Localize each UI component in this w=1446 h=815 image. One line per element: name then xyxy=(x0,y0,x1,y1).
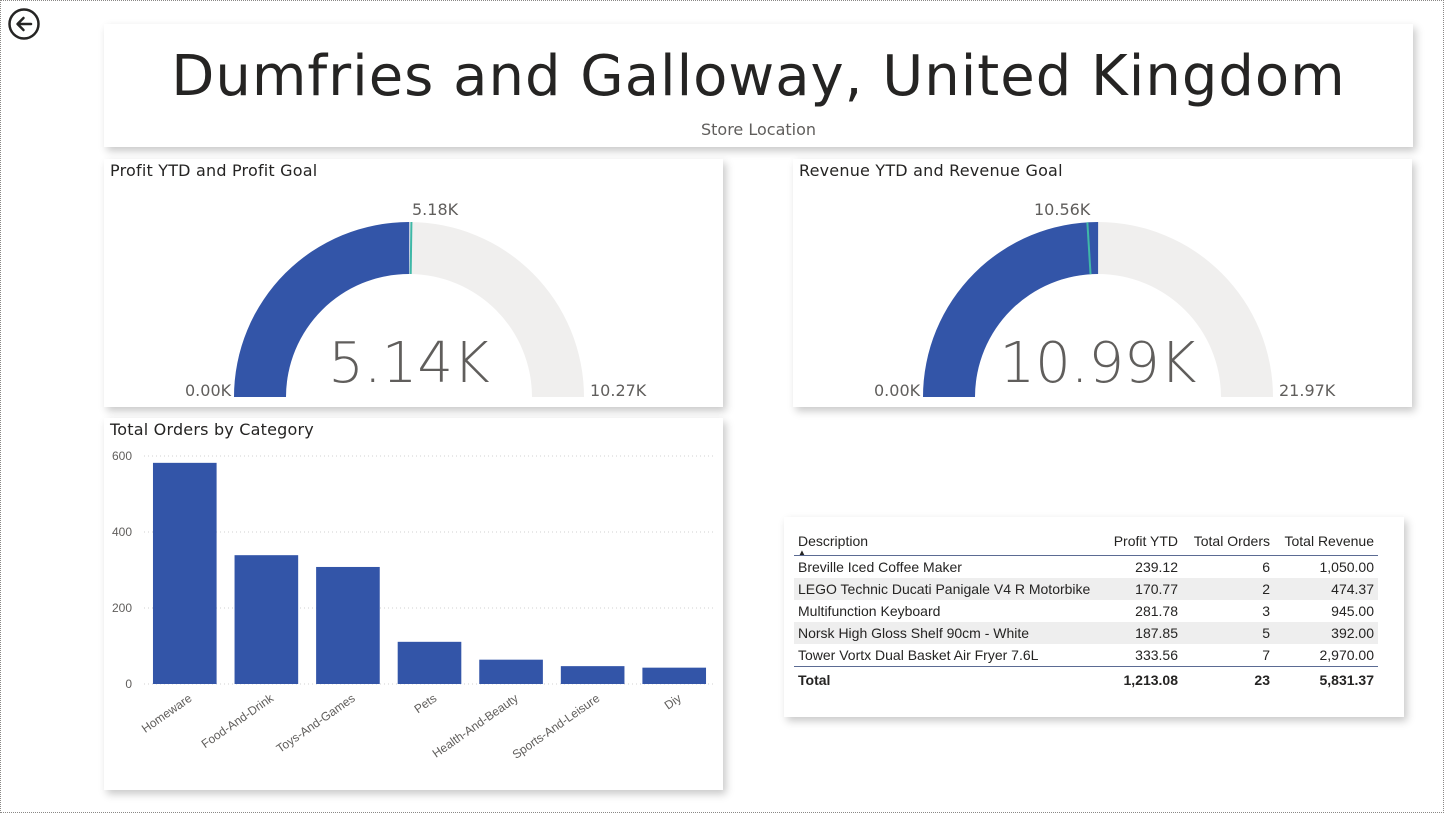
revenue-gauge-target xyxy=(1086,222,1092,275)
profit-min-label: 0.00K xyxy=(185,381,232,400)
revenue-gauge xyxy=(923,221,1273,397)
profit-gauge-target xyxy=(409,222,413,275)
column-header-total-revenue[interactable]: Total Revenue xyxy=(1284,533,1374,549)
column-header-description[interactable]: Description ▲ xyxy=(798,533,869,557)
table-header-row: Description ▲ Profit YTD Total Orders Tot… xyxy=(794,523,1378,557)
table-row[interactable]: Tower Vortx Dual Basket Air Fryer 7.6L 3… xyxy=(794,644,1378,667)
x-tick-label: Homeware xyxy=(139,691,195,736)
profit-gauge-title: Profit YTD and Profit Goal xyxy=(110,161,318,180)
profit-max-label: 10.27K xyxy=(590,381,647,400)
x-tick-label: Food-And-Drink xyxy=(199,690,277,751)
cell-profit-ytd: 333.56 xyxy=(1135,647,1178,663)
x-tick-label: Diy xyxy=(662,691,684,712)
product-table: Description ▲ Profit YTD Total Orders Tot… xyxy=(794,523,1378,691)
profit-target-label: 5.18K xyxy=(412,200,459,219)
x-tick-label: Toys-And-Games xyxy=(274,691,358,756)
cell-total-orders: 6 xyxy=(1262,559,1270,575)
revenue-target-label: 10.56K xyxy=(1034,200,1091,219)
x-tick-label: Health-And-Beauty xyxy=(430,691,521,761)
orders-by-category-card[interactable]: Total Orders by Category 0 200 400 600 Homew… xyxy=(104,418,723,790)
revenue-gauge-title: Revenue YTD and Revenue Goal xyxy=(799,161,1063,180)
product-table-card[interactable]: Description ▲ Profit YTD Total Orders Tot… xyxy=(784,517,1404,717)
y-tick-label: 0 xyxy=(125,677,132,691)
cell-profit-ytd: 187.85 xyxy=(1108,622,1182,644)
bar-sports-and-leisure[interactable] xyxy=(560,666,625,684)
profit-gauge-fill xyxy=(234,222,410,397)
cell-description: Norsk High Gloss Shelf 90cm - White xyxy=(794,622,1108,644)
table-row[interactable]: LEGO Technic Ducati Panigale V4 R Motorb… xyxy=(794,578,1378,600)
cell-total-orders: 3 xyxy=(1262,603,1270,619)
x-tick-label: Pets xyxy=(412,691,440,716)
sort-ascending-icon[interactable]: ▲ xyxy=(798,548,806,557)
cell-total-orders: 7 xyxy=(1262,647,1270,663)
revenue-gauge-card[interactable]: Revenue YTD and Revenue Goal 10.56K 10.9… xyxy=(793,159,1412,407)
revenue-min-label: 0.00K xyxy=(874,381,921,400)
bar-toys-and-games[interactable] xyxy=(316,566,380,684)
total-revenue: 5,831.37 xyxy=(1319,672,1375,688)
revenue-gauge-fill xyxy=(923,221,1099,397)
table-row[interactable]: Breville Iced Coffee Maker 239.12 6 1,05… xyxy=(794,556,1378,579)
y-tick-label: 600 xyxy=(112,449,132,463)
cell-total-revenue: 945.00 xyxy=(1331,603,1374,619)
bar-pets[interactable] xyxy=(397,641,462,684)
total-profit-ytd: 1,213.08 xyxy=(1123,672,1179,688)
profit-value: 5.14K xyxy=(328,331,490,396)
y-tick-label: 200 xyxy=(112,601,132,615)
y-tick-label: 400 xyxy=(112,525,132,539)
cell-description: Multifunction Keyboard xyxy=(798,603,941,619)
total-label: Total xyxy=(798,672,831,688)
total-orders: 23 xyxy=(1254,672,1270,688)
cell-profit-ytd: 239.12 xyxy=(1135,559,1178,575)
cell-total-revenue: 392.00 xyxy=(1274,622,1378,644)
bar-chart-title: Total Orders by Category xyxy=(110,420,314,439)
cell-description: Breville Iced Coffee Maker xyxy=(798,559,962,575)
cell-profit-ytd: 170.77 xyxy=(1108,578,1182,600)
table-row[interactable]: Multifunction Keyboard 281.78 3 945.00 xyxy=(794,600,1378,622)
revenue-max-label: 21.97K xyxy=(1279,381,1336,400)
table-row[interactable]: Norsk High Gloss Shelf 90cm - White 187.… xyxy=(794,622,1378,644)
cell-profit-ytd: 281.78 xyxy=(1135,603,1178,619)
bar-diy[interactable] xyxy=(642,667,707,684)
revenue-value: 10.99K xyxy=(999,331,1197,396)
profit-gauge-card[interactable]: Profit YTD and Profit Goal 5.18K 5.14K 0… xyxy=(104,159,723,407)
cell-total-revenue: 2,970.00 xyxy=(1319,647,1375,663)
table-total-row: Total 1,213.08 23 5,831.37 xyxy=(794,666,1378,692)
x-tick-label: Sports-And-Leisure xyxy=(510,691,603,762)
cell-total-revenue: 474.37 xyxy=(1274,578,1378,600)
column-header-total-orders[interactable]: Total Orders xyxy=(1193,533,1270,549)
cell-description: LEGO Technic Ducati Panigale V4 R Motorb… xyxy=(794,578,1108,600)
orders-bar-chart: 0 200 400 600 Homeware Food-And-DrinkToys-And… xyxy=(112,449,715,762)
store-location-subtitle: Store Location xyxy=(700,120,817,139)
bar-health-and-beauty[interactable] xyxy=(479,659,543,684)
bar-homeware[interactable] xyxy=(152,462,217,684)
cell-total-orders: 5 xyxy=(1182,622,1274,644)
store-location-title: Dumfries and Galloway, United Kingdom xyxy=(171,44,1346,109)
column-header-profit-ytd[interactable]: Profit YTD xyxy=(1113,533,1178,549)
back-arrow-icon[interactable] xyxy=(8,8,40,40)
bar-food-and-drink[interactable] xyxy=(234,555,299,684)
profit-gauge xyxy=(234,222,584,397)
cell-total-orders: 2 xyxy=(1182,578,1274,600)
location-card: Dumfries and Galloway, United Kingdom St… xyxy=(104,24,1413,147)
cell-total-revenue: 1,050.00 xyxy=(1319,559,1375,575)
cell-description: Tower Vortx Dual Basket Air Fryer 7.6L xyxy=(798,647,1039,663)
